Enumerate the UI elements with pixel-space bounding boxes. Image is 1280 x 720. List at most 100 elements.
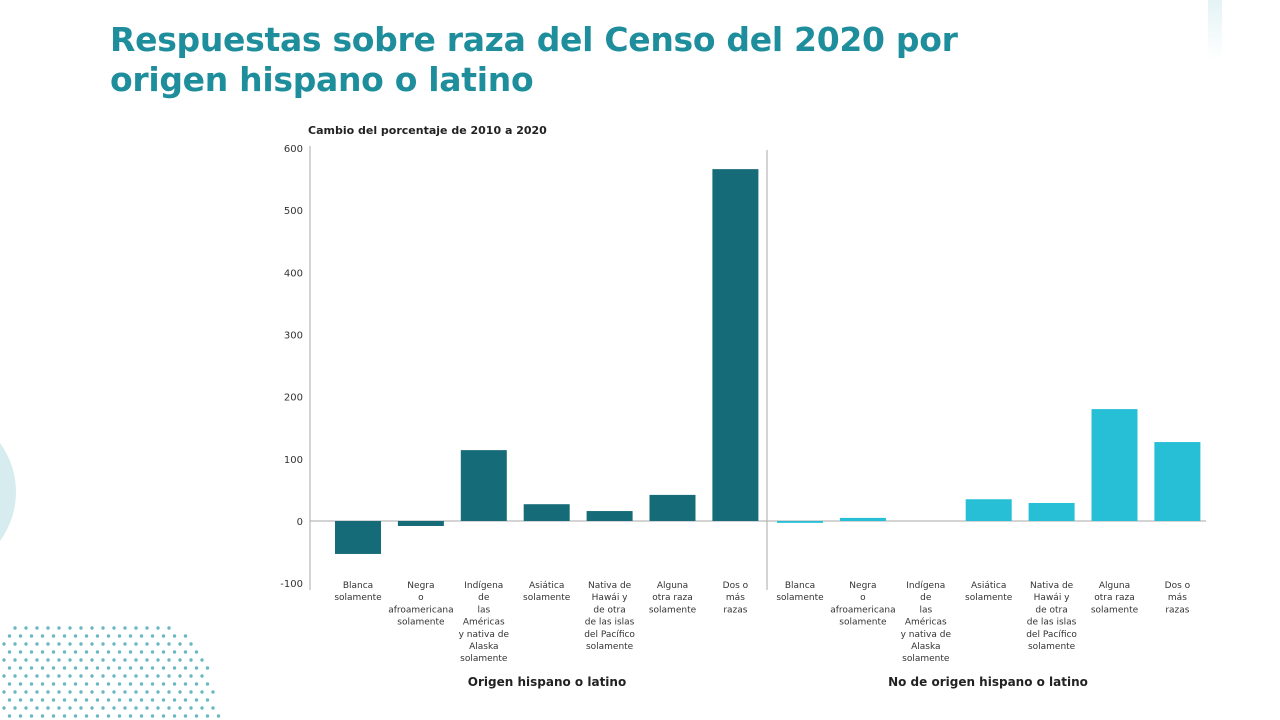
decorative-dot xyxy=(134,690,138,694)
decorative-dot xyxy=(183,682,188,686)
decorative-dot xyxy=(95,666,100,670)
decorative-dot xyxy=(112,690,116,694)
decorative-dot xyxy=(35,658,39,662)
decorative-dot xyxy=(211,690,215,694)
decorative-dot xyxy=(90,626,94,630)
decorative-strip xyxy=(1208,0,1222,60)
x-tick-label: Alguna otra raza solamente xyxy=(1091,581,1139,615)
decorative-dot xyxy=(150,650,155,654)
decorative-dot xyxy=(35,642,39,646)
decorative-dot xyxy=(40,682,45,686)
decorative-dot xyxy=(200,706,204,710)
decorative-circle xyxy=(0,443,16,541)
decorative-dot xyxy=(145,642,149,646)
y-tick-label: 600 xyxy=(284,144,303,155)
decorative-dot xyxy=(68,706,72,710)
decorative-dot xyxy=(205,714,210,718)
decorative-dot xyxy=(156,642,160,646)
decorative-dot-pattern xyxy=(2,626,221,718)
decorative-dot xyxy=(2,658,6,662)
y-tick-label: 300 xyxy=(284,331,303,342)
bar-non-hispanic xyxy=(777,521,823,523)
decorative-dot xyxy=(57,690,61,694)
bar-hispanic xyxy=(523,504,570,521)
decorative-dot xyxy=(156,690,160,694)
decorative-dot xyxy=(167,706,171,710)
x-tick-label: Indígena de las Américas y nativa de Alaska so… xyxy=(459,581,510,664)
decorative-dot xyxy=(194,714,199,718)
decorative-dot xyxy=(150,666,155,670)
decorative-dot xyxy=(112,674,116,678)
bar-non-hispanic xyxy=(839,517,886,521)
decorative-dot xyxy=(13,690,17,694)
decorative-dot xyxy=(29,698,34,702)
decorative-dot xyxy=(172,714,177,718)
decorative-dot xyxy=(51,698,56,702)
decorative-dot xyxy=(7,682,12,686)
decorative-dot xyxy=(84,698,89,702)
decorative-dot xyxy=(161,698,166,702)
decorative-dot xyxy=(73,682,78,686)
decorative-dot xyxy=(18,682,23,686)
decorative-dot xyxy=(40,666,45,670)
decorative-dot xyxy=(46,690,50,694)
decorative-dot xyxy=(101,706,105,710)
decorative-dot xyxy=(79,690,83,694)
decorative-dot xyxy=(117,650,122,654)
decorative-dot xyxy=(156,674,160,678)
decorative-dot xyxy=(123,658,127,662)
bar-hispanic xyxy=(397,521,444,526)
decorative-dot xyxy=(73,634,78,638)
decorative-dot xyxy=(90,658,94,662)
decorative-dot xyxy=(112,706,116,710)
decorative-dot xyxy=(123,706,127,710)
decorative-dot xyxy=(128,698,133,702)
x-tick-label: Alguna otra raza solamente xyxy=(649,581,697,615)
decorative-dot xyxy=(57,642,61,646)
decorative-dot xyxy=(139,698,144,702)
decorative-dot xyxy=(117,666,122,670)
decorative-dot xyxy=(40,634,45,638)
decorative-dot xyxy=(167,658,171,662)
decorative-dot xyxy=(112,658,116,662)
decorative-dot xyxy=(18,714,23,718)
decorative-dot xyxy=(29,634,34,638)
bar-hispanic xyxy=(460,450,507,521)
x-tick-label: Asiática solamente xyxy=(965,581,1013,603)
decorative-dot xyxy=(134,674,138,678)
decorative-dot xyxy=(24,706,28,710)
decorative-dot xyxy=(172,698,177,702)
x-tick-label: Negra o afroamericana solamente xyxy=(388,581,453,628)
decorative-dot xyxy=(172,666,177,670)
x-tick-label: Blanca solamente xyxy=(334,581,382,603)
decorative-dot xyxy=(35,674,39,678)
x-tick-label: Indígena de las Américas y nativa de Alaska so… xyxy=(901,581,952,664)
decorative-dot xyxy=(24,674,28,678)
decorative-dot xyxy=(145,674,149,678)
decorative-dot xyxy=(62,634,67,638)
decorative-dot xyxy=(106,666,111,670)
decorative-dot xyxy=(95,634,100,638)
decorative-dot xyxy=(18,698,23,702)
decorative-dot xyxy=(145,706,149,710)
bar-non-hispanic xyxy=(1028,502,1075,521)
decorative-dot xyxy=(117,682,122,686)
decorative-dot xyxy=(101,626,105,630)
decorative-dot xyxy=(40,698,45,702)
decorative-dot xyxy=(161,682,166,686)
decorative-dot xyxy=(68,626,72,630)
decorative-dot xyxy=(84,634,89,638)
decorative-dot xyxy=(18,666,23,670)
decorative-dot xyxy=(101,690,105,694)
decorative-dot xyxy=(79,706,83,710)
decorative-dot xyxy=(13,674,17,678)
decorative-dot xyxy=(150,698,155,702)
decorative-dot xyxy=(128,666,133,670)
decorative-dot xyxy=(57,626,61,630)
x-tick-label: Negra o afroamericana solamente xyxy=(830,581,895,628)
decorative-dot xyxy=(51,666,56,670)
decorative-dot xyxy=(57,706,61,710)
decorative-dot xyxy=(18,634,23,638)
decorative-dot xyxy=(106,634,111,638)
decorative-dot xyxy=(40,650,45,654)
